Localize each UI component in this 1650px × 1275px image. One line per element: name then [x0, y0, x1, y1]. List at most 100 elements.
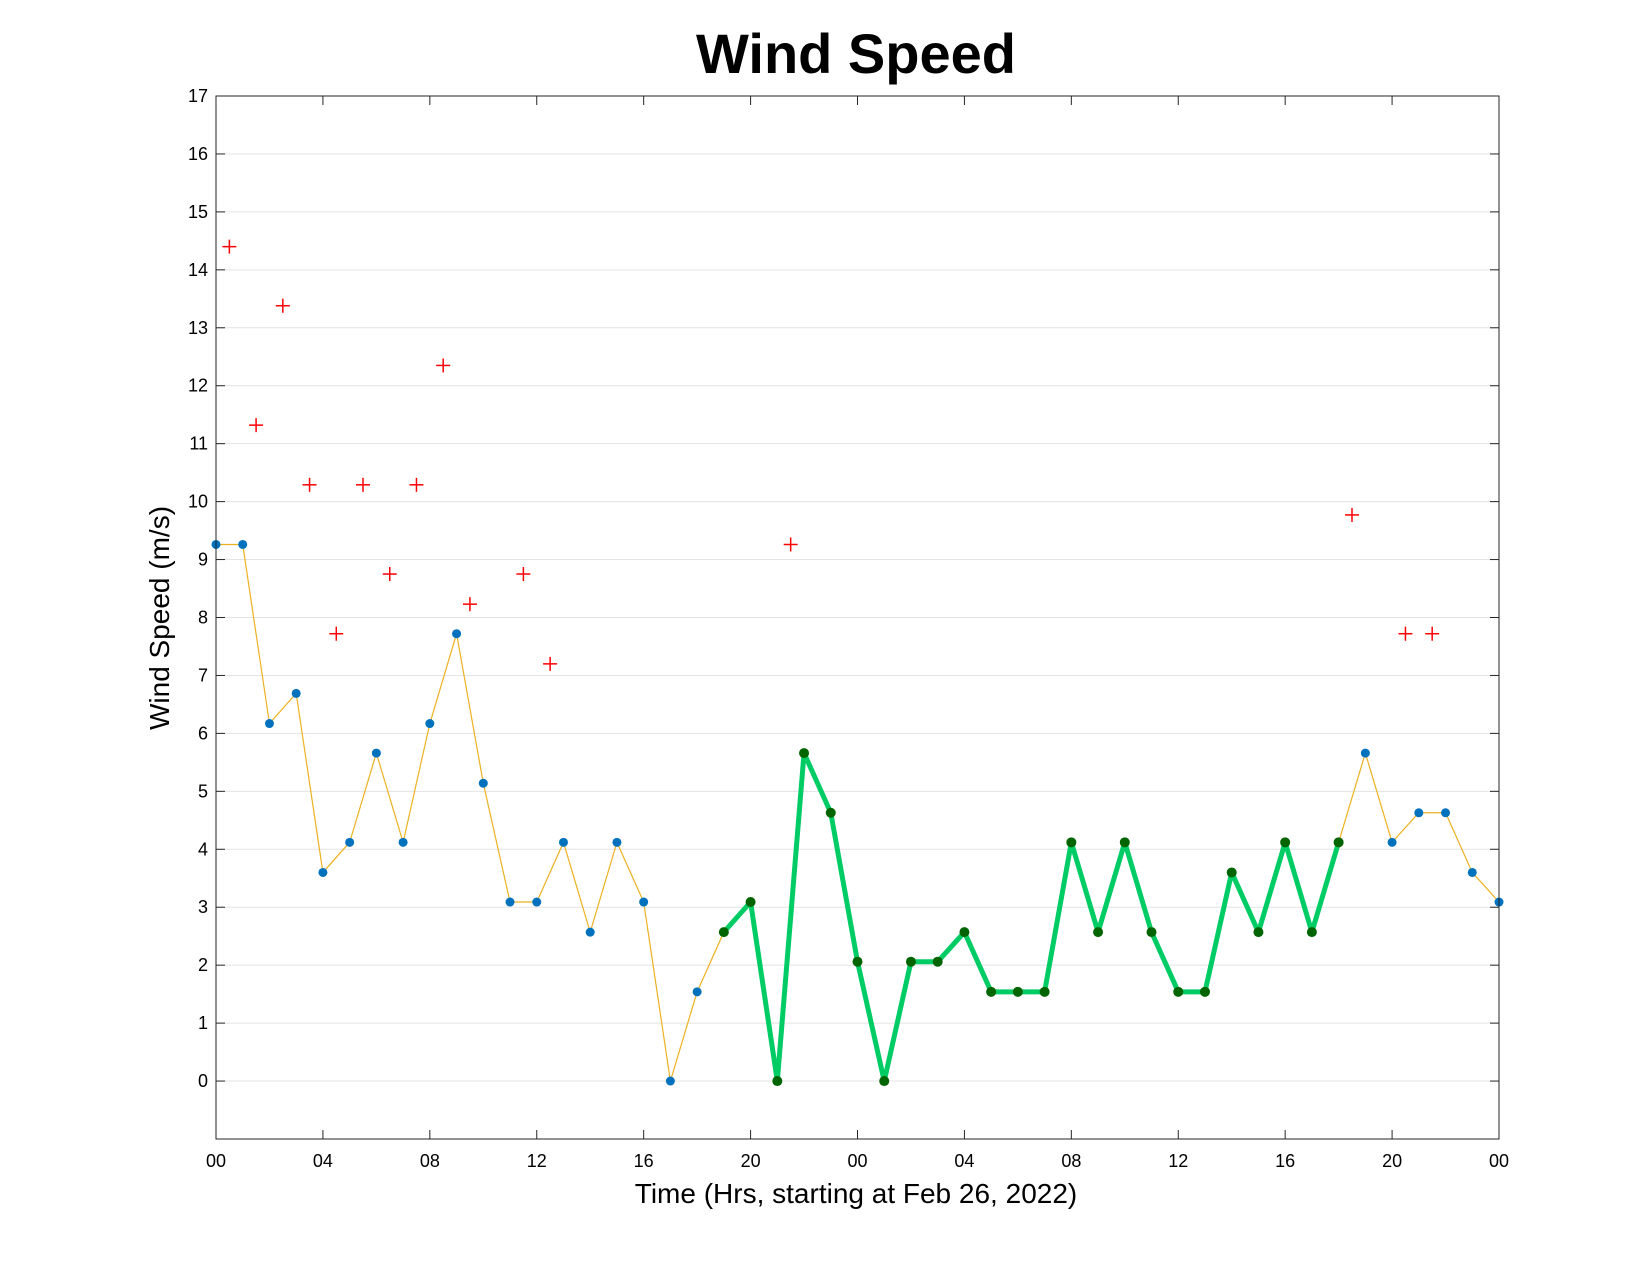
- data-point-wind-speed: [478, 778, 488, 788]
- data-point-highlight: [1306, 927, 1317, 938]
- x-tick-label: 08: [1061, 1151, 1081, 1171]
- data-point-wind-speed: [1414, 808, 1424, 818]
- data-point-wind-speed: [1441, 808, 1451, 818]
- data-point-gust: [302, 477, 317, 492]
- data-point-wind-speed: [425, 719, 435, 729]
- data-point-gust: [275, 298, 290, 313]
- data-point-highlight: [852, 956, 863, 967]
- data-point-highlight: [1173, 986, 1184, 997]
- x-tick-label: 12: [1168, 1151, 1188, 1171]
- y-tick-label: 6: [198, 723, 208, 743]
- data-point-gust: [382, 567, 397, 582]
- y-tick-label: 12: [188, 376, 208, 396]
- data-point-wind-speed: [505, 897, 515, 907]
- data-point-highlight: [1280, 837, 1291, 848]
- x-tick-label: 00: [206, 1151, 226, 1171]
- series-line-wind-speed: [216, 543, 1500, 1082]
- data-point-wind-speed: [345, 837, 355, 847]
- data-point-highlight: [905, 956, 916, 967]
- data-point-highlight: [1146, 927, 1157, 938]
- data-point-wind-speed: [264, 719, 274, 729]
- x-tick-label: 12: [527, 1151, 547, 1171]
- data-point-highlight: [1039, 986, 1050, 997]
- data-point-gust: [543, 656, 558, 671]
- y-tick-label: 0: [198, 1071, 208, 1091]
- data-point-gust: [409, 477, 424, 492]
- data-point-highlight: [1333, 837, 1344, 848]
- data-point-gust: [1344, 507, 1359, 522]
- y-tick-label: 13: [188, 318, 208, 338]
- data-point-highlight: [1226, 867, 1237, 878]
- data-point-gust: [249, 418, 264, 433]
- data-point-wind-speed: [639, 897, 649, 907]
- data-point-wind-speed: [558, 837, 568, 847]
- y-tick-label: 5: [198, 781, 208, 801]
- chart-title: Wind Speed: [696, 22, 1016, 85]
- data-point-highlight: [745, 897, 756, 908]
- data-point-wind-speed: [1360, 748, 1370, 758]
- data-point-wind-speed: [1387, 837, 1397, 847]
- grid: [216, 95, 1499, 1082]
- data-point-highlight: [959, 927, 970, 938]
- y-tick-label: 3: [198, 897, 208, 917]
- data-point-wind-speed: [291, 688, 301, 698]
- series-line-highlight: [721, 750, 1342, 1084]
- data-point-highlight: [772, 1076, 783, 1087]
- y-tick-label: 7: [198, 665, 208, 685]
- y-tick-label: 8: [198, 608, 208, 628]
- y-tick-label: 14: [188, 260, 208, 280]
- y-tick-label: 15: [188, 202, 208, 222]
- y-tick-label: 2: [198, 955, 208, 975]
- data-point-highlight: [879, 1076, 890, 1087]
- x-tick-label: 00: [847, 1151, 867, 1171]
- x-tick-label: 20: [741, 1151, 761, 1171]
- data-point-highlight: [1199, 986, 1210, 997]
- data-point-gust: [462, 597, 477, 612]
- plot-area: [211, 239, 1504, 1087]
- data-point-gust: [516, 567, 531, 582]
- y-tick-label: 9: [198, 550, 208, 570]
- data-point-wind-speed: [692, 987, 702, 997]
- y-tick-label: 1: [198, 1013, 208, 1033]
- data-point-wind-speed: [452, 629, 462, 639]
- data-point-highlight: [986, 986, 997, 997]
- data-point-wind-speed: [1467, 867, 1477, 877]
- data-point-highlight: [1093, 927, 1104, 938]
- data-point-highlight: [1066, 837, 1077, 848]
- data-point-highlight: [932, 956, 943, 967]
- y-axis-label: Wind Speed (m/s): [144, 506, 175, 730]
- data-point-wind-speed: [532, 897, 542, 907]
- x-tick-label: 20: [1382, 1151, 1402, 1171]
- data-point-gust: [783, 537, 798, 552]
- data-point-wind-speed: [318, 867, 328, 877]
- data-point-wind-speed: [585, 927, 595, 937]
- y-tick-label: 10: [188, 492, 208, 512]
- y-tick-label: 11: [189, 434, 208, 454]
- data-point-highlight: [799, 748, 810, 759]
- data-point-wind-speed: [398, 837, 408, 847]
- data-point-gust: [436, 358, 451, 373]
- data-point-gust: [1425, 626, 1440, 641]
- x-tick-label: 16: [634, 1151, 654, 1171]
- data-point-wind-speed: [371, 748, 381, 758]
- data-point-highlight: [1119, 837, 1130, 848]
- data-point-highlight: [1012, 986, 1023, 997]
- x-tick-label: 08: [420, 1151, 440, 1171]
- x-axis-label: Time (Hrs, starting at Feb 26, 2022): [635, 1178, 1077, 1209]
- data-point-gust: [356, 477, 371, 492]
- data-point-wind-speed: [238, 539, 248, 549]
- x-tick-label: 04: [313, 1151, 333, 1171]
- y-tick-label: 4: [198, 839, 208, 859]
- data-point-wind-speed: [665, 1076, 675, 1086]
- data-point-highlight: [825, 807, 836, 818]
- x-tick-label: 16: [1275, 1151, 1295, 1171]
- y-tick-label: 16: [188, 144, 208, 164]
- data-point-gust: [329, 626, 344, 641]
- x-tick-label: 00: [1489, 1151, 1509, 1171]
- data-point-wind-speed: [612, 837, 622, 847]
- data-point-highlight: [1253, 927, 1264, 938]
- data-point-highlight: [718, 927, 729, 938]
- data-point-gust: [1398, 626, 1413, 641]
